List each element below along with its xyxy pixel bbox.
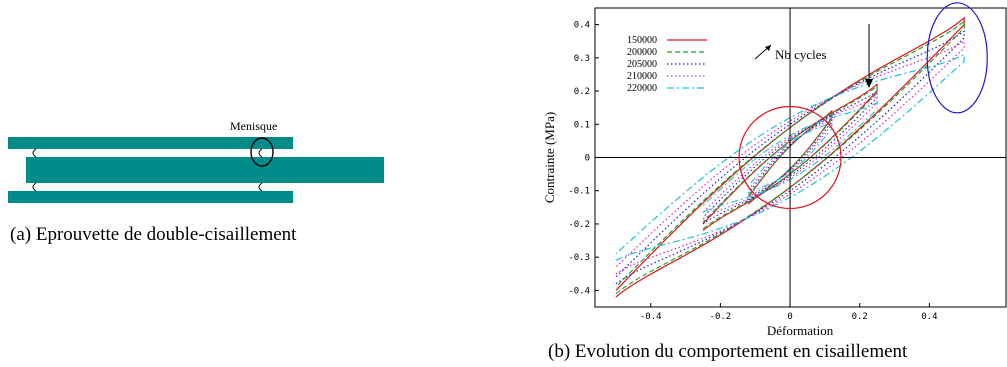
- meniscus-left-bottom: [32, 182, 37, 192]
- y-axis-label: Contrainte (MPa): [542, 112, 557, 203]
- center-region-circle: [738, 105, 842, 210]
- specimen-bottom-plate: [8, 191, 293, 203]
- specimen-figure: Menisque: [0, 0, 400, 260]
- legend-label: 150000: [627, 35, 657, 46]
- hysteresis-loop-medium: [702, 101, 878, 213]
- x-tick-label: -0.4: [640, 312, 662, 322]
- hysteresis-loop-small: [747, 113, 833, 201]
- meniscus-left-top: [32, 148, 37, 158]
- specimen-drawing: Menisque: [8, 119, 384, 203]
- specimen-center-plate: [26, 157, 384, 183]
- x-axis-label: Déformation: [767, 323, 834, 338]
- legend-label: 205000: [627, 59, 657, 70]
- y-tick-label: -0.2: [568, 220, 590, 230]
- x-tick-label: 0: [787, 312, 792, 322]
- x-tick-label: -0.2: [710, 312, 732, 322]
- meniscus-right-top: [258, 148, 263, 158]
- axis-ticks: -0.4 -0.2 0 0.2 0.4 0.4 0.3 0.2 0.1 0 -0.1 -0.2 -0.3…: [568, 21, 937, 322]
- meniscus-right-bottom: [258, 182, 263, 192]
- y-tick-label: -0.1: [568, 187, 590, 197]
- y-tick-label: -0.3: [568, 253, 590, 263]
- hysteresis-curves: [615, 16, 965, 298]
- corner-region-circle: [926, 2, 988, 114]
- hysteresis-loop-small: [747, 121, 833, 194]
- y-tick-label: 0.3: [574, 54, 590, 64]
- meniscus-highlight-circle: [250, 137, 274, 167]
- nb-cycles-arrow-head: [765, 45, 771, 51]
- hysteresis-loop-large: [615, 30, 965, 285]
- x-tick-label: 0.2: [852, 312, 868, 322]
- shear-chart-figure: -0.4 -0.2 0 0.2 0.4 0.4 0.3 0.2 0.1 0 -0.1 -0.2 -0.3…: [520, 0, 1007, 367]
- hysteresis-loop-large: [615, 16, 965, 298]
- caption-b: (b) Evolution du comportement en cisaill…: [548, 341, 908, 362]
- down-arrow-head: [865, 79, 873, 88]
- shear-chart: -0.4 -0.2 0 0.2 0.4 0.4 0.3 0.2 0.1 0 -0.1 -0.2 -0.3…: [542, 2, 1007, 338]
- y-tick-label: 0.4: [574, 21, 590, 31]
- y-tick-label: 0.2: [574, 87, 590, 97]
- specimen-top-plate: [8, 137, 293, 149]
- hysteresis-loop-medium: [702, 90, 878, 225]
- hysteresis-loop-large: [615, 53, 965, 262]
- y-tick-label: 0: [585, 154, 590, 164]
- caption-a: (a) Eprouvette de double-cisaillement: [10, 224, 297, 245]
- legend-label: 200000: [627, 47, 657, 58]
- nb-cycles-label: Nb cycles: [775, 47, 827, 62]
- hysteresis-loop-large: [615, 20, 965, 295]
- legend-label: 210000: [627, 71, 657, 82]
- y-tick-label: 0.1: [574, 120, 590, 130]
- legend-label: 220000: [627, 83, 657, 94]
- y-tick-label: -0.4: [568, 286, 590, 296]
- meniscus-label: Menisque: [230, 119, 277, 133]
- x-tick-label: 0.4: [921, 312, 937, 322]
